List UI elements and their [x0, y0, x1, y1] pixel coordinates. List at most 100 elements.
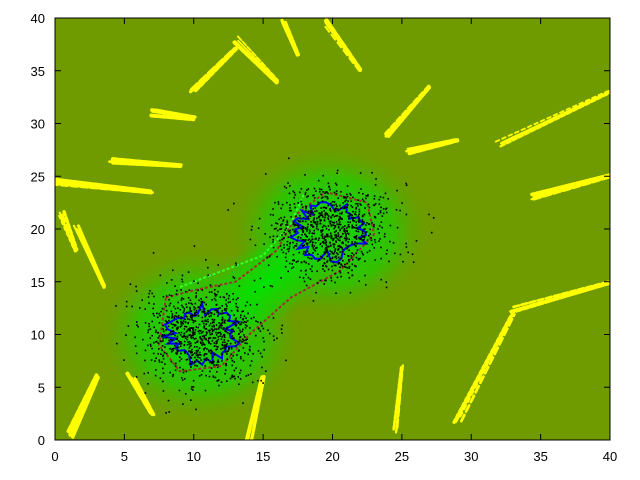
scatter-point [341, 251, 344, 253]
scatter-point [195, 309, 198, 312]
scatter-point [347, 225, 350, 228]
yellow-streak-segment [150, 114, 195, 121]
scatter-point [136, 324, 138, 326]
scatter-point [125, 300, 128, 303]
scatter-point [346, 247, 348, 250]
scatter-point [193, 360, 196, 363]
scatter-point [147, 383, 149, 385]
yellow-streak-segment [499, 91, 610, 148]
scatter-point [186, 336, 189, 338]
scatter-point [320, 229, 322, 232]
scatter-point [347, 200, 349, 202]
x-tick-label: 40 [603, 449, 617, 464]
scatter-point [330, 251, 333, 253]
scatter-point [292, 259, 294, 262]
scatter-point [330, 236, 332, 239]
scatter-point [213, 292, 216, 295]
scatter-point [308, 252, 310, 255]
scatter-point [316, 210, 318, 212]
scatter-point [214, 376, 217, 379]
yellow-streak [55, 177, 155, 195]
x-tick-label: 30 [464, 449, 478, 464]
scatter-point [295, 215, 297, 217]
scatter-point [299, 217, 302, 220]
scatter-point [183, 335, 185, 337]
scatter-point [232, 376, 234, 378]
scatter-point [190, 344, 193, 347]
scatter-point [301, 239, 304, 241]
scatter-point [234, 323, 237, 326]
scatter-point [326, 195, 328, 198]
glow-bridge [174, 206, 357, 360]
scatter-point [192, 386, 195, 388]
scatter-point [325, 250, 328, 252]
scatter-point [154, 360, 156, 362]
scatter-point [203, 336, 206, 338]
scatter-point [175, 342, 177, 344]
scatter-point [318, 190, 321, 193]
scatter-point [151, 347, 153, 350]
scatter-point [286, 221, 289, 224]
scatter-point [177, 316, 179, 318]
scatter-point [207, 320, 209, 323]
scatter-point [242, 347, 245, 349]
scatter-point [236, 341, 239, 343]
scatter-point [199, 362, 201, 364]
scatter-point [283, 231, 285, 234]
scatter-point [212, 356, 214, 358]
scatter-point [200, 332, 203, 334]
scatter-point [351, 263, 354, 266]
yellow-streak-segment [394, 366, 404, 434]
scatter-point [310, 223, 313, 226]
scatter-point [168, 298, 170, 301]
scatter-point [218, 322, 220, 324]
scatter-point [189, 299, 192, 302]
scatter-point [324, 211, 327, 214]
scatter-point [178, 331, 180, 334]
scatter-point [330, 202, 332, 205]
scatter-point [385, 207, 388, 210]
scatter-point [220, 323, 223, 325]
scatter-point [286, 240, 289, 243]
x-tick-label: 20 [325, 449, 339, 464]
scatter-point [163, 351, 166, 354]
scatter-point [306, 226, 309, 228]
scatter-point [242, 328, 244, 331]
scatter-point [430, 231, 433, 234]
scatter-point [293, 224, 296, 227]
scatter-point [153, 326, 155, 329]
scatter-point [174, 369, 177, 372]
scatter-point [335, 230, 337, 232]
scatter-point [192, 321, 195, 324]
scatter-point [362, 223, 364, 225]
scatter-point [286, 201, 288, 204]
scatter-point [320, 214, 322, 217]
scatter-point [248, 348, 251, 351]
scatter-point [125, 334, 127, 336]
scatter-point [196, 350, 199, 353]
scatter-point [276, 337, 278, 340]
scatter-point [329, 220, 332, 223]
scatter-point [213, 342, 216, 344]
scatter-point [238, 336, 241, 339]
scatter-point [309, 210, 312, 212]
scatter-point [233, 321, 236, 324]
scatter-point [304, 226, 307, 229]
yellow-streak-segment [459, 311, 516, 418]
scatter-point [219, 296, 222, 299]
scatter-point [249, 349, 251, 352]
scatter-point [371, 171, 373, 174]
scatter-point [187, 271, 190, 273]
scatter-point [308, 214, 311, 217]
yellow-streak-segment [125, 371, 153, 415]
scatter-point [190, 336, 192, 338]
scatter-point [239, 336, 242, 338]
scatter-point [242, 317, 245, 320]
yellow-streak-segment [282, 24, 300, 58]
scatter-point [244, 342, 247, 344]
scatter-point [334, 226, 336, 229]
scatter-point [368, 249, 371, 252]
scatter-point [331, 221, 334, 224]
scatter-point [158, 321, 161, 324]
scatter-point [321, 245, 323, 248]
